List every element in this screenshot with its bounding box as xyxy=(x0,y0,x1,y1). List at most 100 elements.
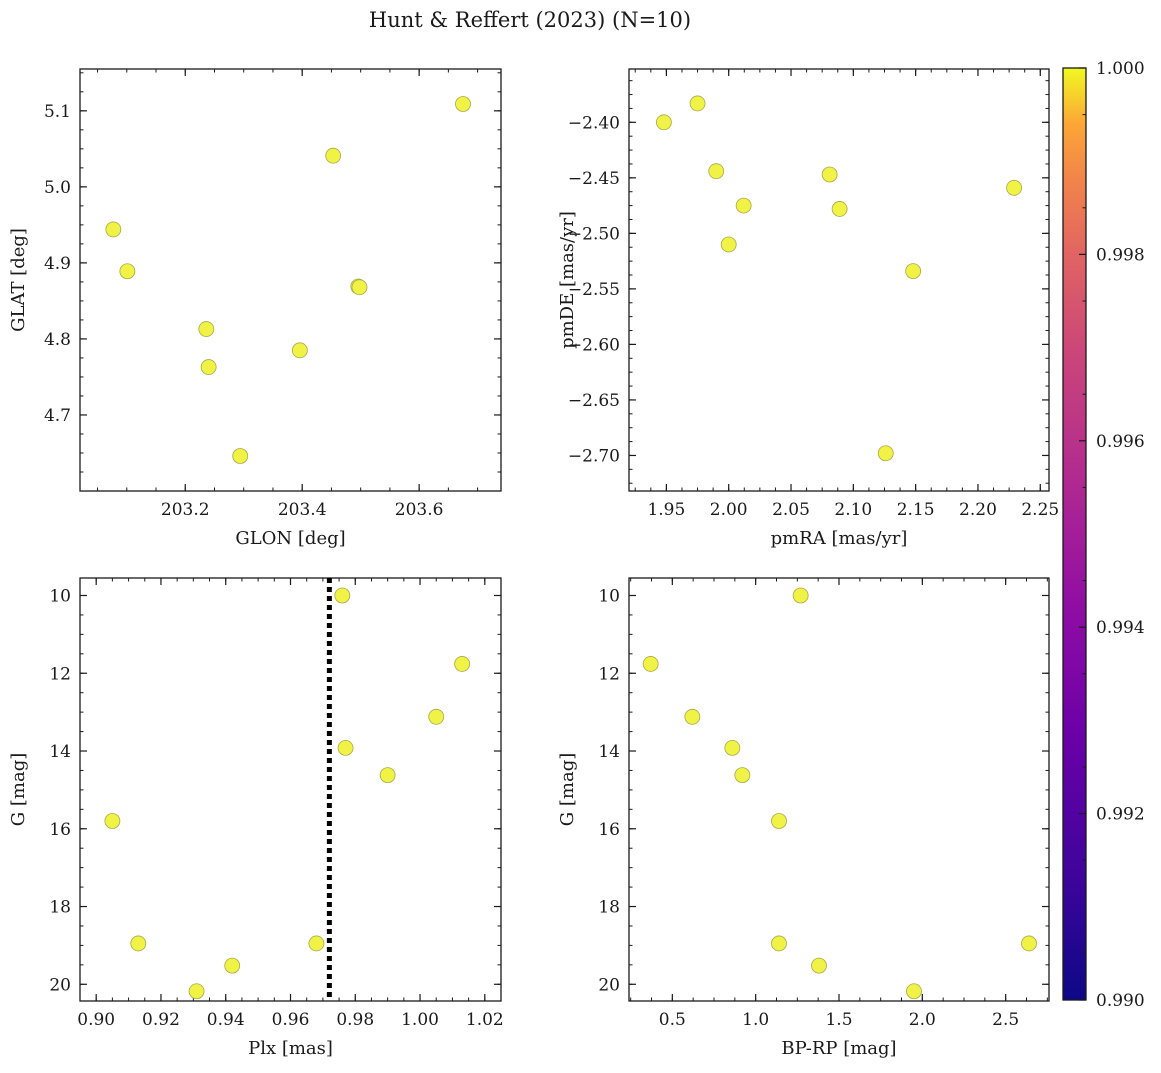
data-point xyxy=(689,95,706,112)
y-tick-label: 16 xyxy=(598,820,620,840)
x-tick-label: 0.5 xyxy=(659,1010,686,1030)
colorbar-tick-label: 0.998 xyxy=(1096,245,1145,265)
y-tick-label: 4.8 xyxy=(44,330,71,350)
x-tick-label: 1.5 xyxy=(825,1010,852,1030)
data-point xyxy=(821,166,838,183)
data-point xyxy=(1021,935,1037,952)
x-axis-label: GLON [deg] xyxy=(235,528,345,549)
data-point xyxy=(655,114,672,131)
y-tick-label: −2.65 xyxy=(568,391,620,411)
x-tick-label: 203.6 xyxy=(395,500,444,520)
y-tick-label: 20 xyxy=(49,975,71,995)
data-point xyxy=(906,983,922,1000)
x-tick-label: 1.02 xyxy=(466,1010,504,1030)
y-tick-label: −2.55 xyxy=(568,280,620,300)
x-tick-label: 2.5 xyxy=(992,1010,1019,1030)
y-tick-label: −2.50 xyxy=(568,224,620,244)
data-point xyxy=(905,263,922,280)
data-point xyxy=(337,739,354,756)
data-point xyxy=(708,163,725,180)
data-point xyxy=(877,445,894,462)
x-tick-label: 0.90 xyxy=(77,1010,115,1030)
panel-glon-glat: 203.2 203.4 203.6 4.7 4.8 4.9 5.0 5.1 GLON [deg]… xyxy=(8,68,502,549)
data-point xyxy=(200,359,217,375)
x-tick-label: 0.94 xyxy=(207,1010,245,1030)
x-tick-label: 203.4 xyxy=(278,500,327,520)
data-point xyxy=(454,656,471,672)
x-axis-label: BP-RP [mag] xyxy=(781,1038,896,1059)
y-tick-label: −2.40 xyxy=(568,113,620,133)
y-tick-label: −2.45 xyxy=(568,169,620,189)
colorbar-tick-label: 0.992 xyxy=(1096,805,1145,825)
x-tick-label: 0.98 xyxy=(336,1010,374,1030)
data-point xyxy=(104,813,121,829)
y-tick-label: 10 xyxy=(49,586,71,606)
y-axis-label: G [mag] xyxy=(557,753,578,826)
data-point xyxy=(831,201,848,217)
x-tick-label: 1.0 xyxy=(742,1010,769,1030)
y-axis-label: GLAT [deg] xyxy=(8,228,29,332)
data-point xyxy=(325,147,342,164)
x-tick-label: 2.00 xyxy=(710,500,748,520)
panel-plx-g: 0.90 0.92 0.94 0.96 0.98 1.00 1.02 10 12 14 16 18 20… xyxy=(8,577,504,1059)
data-point xyxy=(105,221,122,238)
x-tick-label: 0.92 xyxy=(142,1010,180,1030)
y-tick-label: −2.60 xyxy=(568,335,620,355)
colorbar-tick-label: 0.994 xyxy=(1096,618,1145,638)
colorbar-tick-label: 0.996 xyxy=(1096,432,1145,452)
data-point xyxy=(684,708,701,725)
data-point xyxy=(455,96,471,112)
data-point xyxy=(792,587,809,604)
x-tick-label: 2.15 xyxy=(897,500,935,520)
data-point xyxy=(735,197,752,214)
panel-bprp-g: 0.5 1.0 1.5 2.0 2.5 10 12 14 16 18 20 BP-RP [mag] G … xyxy=(557,577,1050,1059)
y-tick-label: 18 xyxy=(598,898,620,918)
axes-frame xyxy=(79,68,502,492)
colorbar-tick-label: 0.990 xyxy=(1096,991,1145,1011)
data-point xyxy=(642,656,659,672)
data-point xyxy=(198,321,215,337)
data-point xyxy=(224,957,241,974)
colorbar-gradient xyxy=(1062,67,1087,1001)
y-tick-label: −2.70 xyxy=(568,446,620,466)
data-point xyxy=(811,957,827,974)
y-tick-label: 20 xyxy=(598,975,620,995)
x-tick-label: 203.2 xyxy=(161,500,210,520)
x-tick-label: 2.25 xyxy=(1021,500,1059,520)
x-tick-label: 2.05 xyxy=(772,500,810,520)
data-point xyxy=(308,935,325,952)
panel-pmra-pmde: 1.95 2.00 2.05 2.10 2.15 2.20 2.25 −2.40 −2.45 −2… xyxy=(557,68,1059,549)
y-tick-label: 14 xyxy=(49,742,71,762)
colorbar: 0.990 0.992 0.994 0.996 0.998 1.000 xyxy=(1062,59,1145,1011)
x-tick-label: 1.00 xyxy=(401,1010,439,1030)
x-tick-label: 0.96 xyxy=(272,1010,310,1030)
y-tick-label: 4.9 xyxy=(44,254,71,274)
y-tick-label: 5.1 xyxy=(44,102,71,122)
x-tick-label: 2.10 xyxy=(834,500,872,520)
data-point xyxy=(291,342,308,359)
y-tick-label: 12 xyxy=(598,664,620,684)
y-tick-label: 4.7 xyxy=(44,406,71,426)
data-point xyxy=(428,708,445,725)
data-point xyxy=(734,767,751,784)
y-tick-label: 5.0 xyxy=(44,178,71,198)
y-axis-label: G [mag] xyxy=(8,753,29,826)
x-axis-label: Plx [mas] xyxy=(248,1038,333,1059)
y-tick-label: 12 xyxy=(49,664,71,684)
x-tick-label: 2.20 xyxy=(959,500,997,520)
data-point xyxy=(771,813,787,829)
axes-frame xyxy=(628,68,1050,492)
data-point xyxy=(1006,179,1023,196)
y-tick-label: 14 xyxy=(598,742,620,762)
data-point xyxy=(351,279,368,296)
data-point xyxy=(188,983,205,1000)
y-tick-label: 16 xyxy=(49,820,71,840)
axes-frame xyxy=(628,577,1050,1002)
y-axis-label: pmDE [mas/yr] xyxy=(557,211,578,349)
data-point xyxy=(130,935,147,952)
x-tick-label: 2.0 xyxy=(909,1010,936,1030)
y-tick-label: 18 xyxy=(49,898,71,918)
data-point xyxy=(771,935,787,952)
